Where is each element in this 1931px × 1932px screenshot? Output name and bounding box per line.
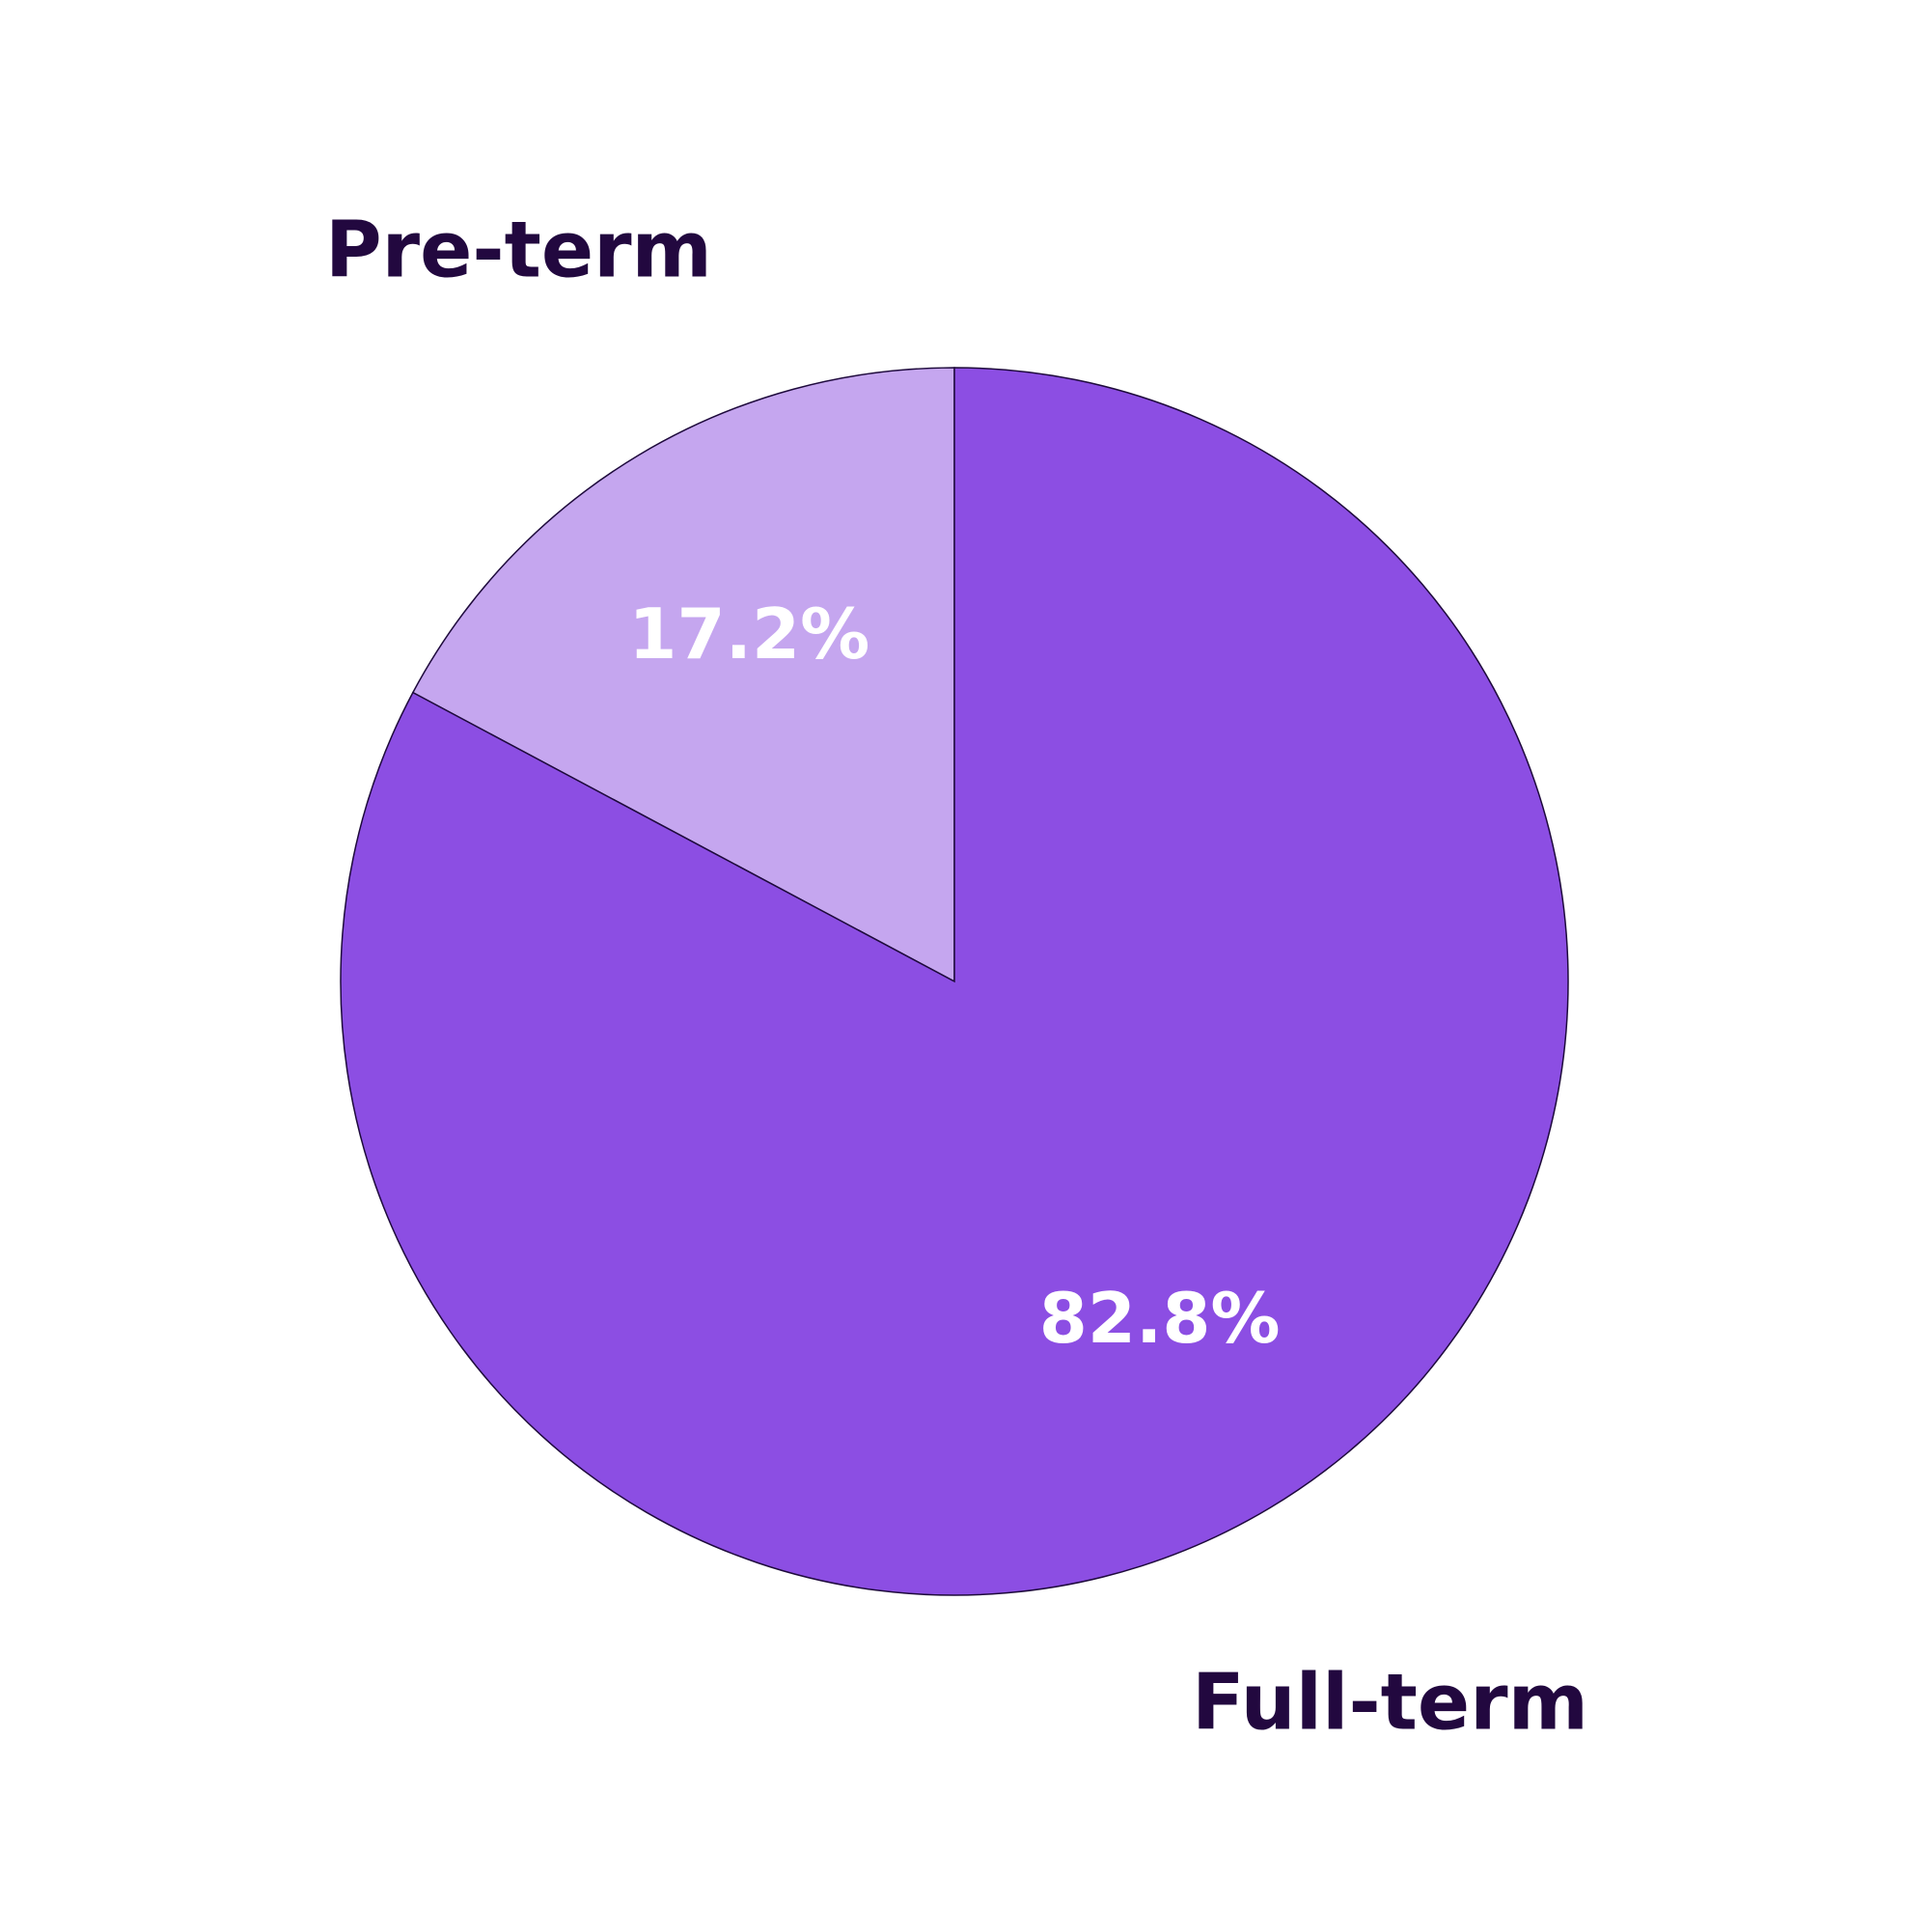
pie-slice [411,367,955,983]
category-label: Full-term [1192,1658,1588,1748]
value-label: 17.2% [628,593,869,675]
value-label: 82.8% [1039,1278,1281,1359]
category-label: Pre-term [325,205,712,294]
pie-slice [340,367,1569,1596]
